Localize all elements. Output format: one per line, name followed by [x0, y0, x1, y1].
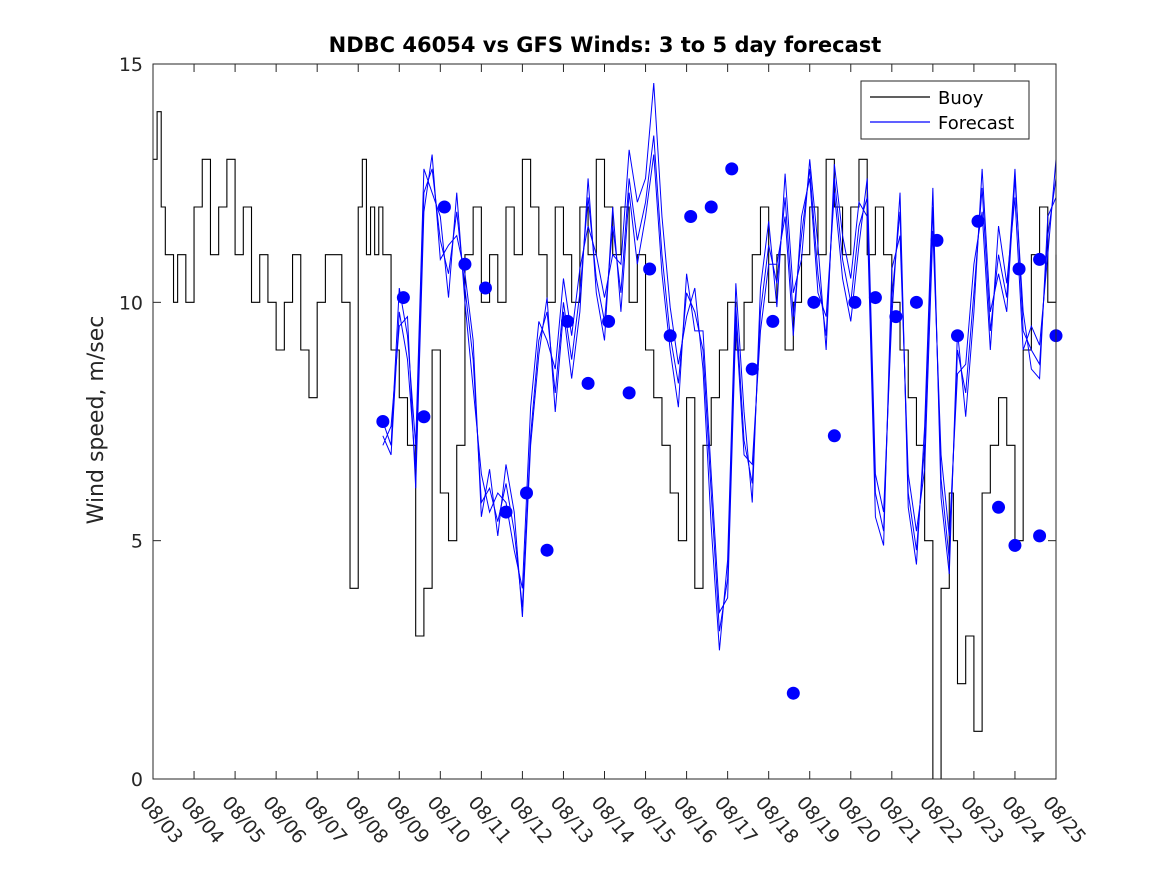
forecast-point: [602, 314, 616, 328]
forecast-point: [1033, 252, 1047, 266]
x-tick-label: 08/13: [546, 792, 598, 848]
forecast-points-group: [376, 162, 1063, 700]
forecast-line-2: [382, 83, 1057, 651]
x-tick-label: 08/03: [135, 792, 187, 848]
forecast-point: [950, 329, 964, 343]
x-tick-label: 08/16: [669, 792, 721, 848]
y-axis-label: Wind speed, m/sec: [84, 316, 109, 525]
forecast-point: [1012, 262, 1026, 276]
forecast-point: [561, 314, 575, 328]
legend-box: [860, 80, 1030, 140]
x-tick-label: 08/09: [381, 792, 433, 848]
forecast-point: [745, 362, 759, 376]
forecast-point: [786, 686, 800, 700]
x-tick-label: 08/15: [628, 792, 680, 848]
x-tick-label: 08/22: [915, 792, 967, 848]
legend: Buoy Forecast: [860, 80, 1030, 140]
forecast-point: [458, 257, 472, 271]
forecast-point: [581, 376, 595, 390]
forecast-point: [909, 295, 923, 309]
x-tick-label: 08/04: [176, 792, 228, 848]
forecast-point: [889, 310, 903, 324]
x-tick-label: 08/12: [505, 792, 557, 848]
forecast-point: [437, 200, 451, 214]
forecast-point: [478, 281, 492, 295]
forecast-point: [704, 200, 718, 214]
x-tick-label: 08/21: [874, 792, 926, 848]
forecast-point: [417, 410, 431, 424]
forecast-point: [1033, 529, 1047, 543]
x-tick-label: 08/06: [258, 792, 310, 848]
forecast-point: [663, 329, 677, 343]
y-tick-label: 10: [119, 292, 143, 314]
forecast-point: [992, 500, 1006, 514]
forecast-point: [684, 210, 698, 224]
x-tick-label: 08/08: [340, 792, 392, 848]
forecast-point: [930, 233, 944, 247]
x-tick-label: 08/07: [299, 792, 351, 848]
chart-title: NDBC 46054 vs GFS Winds: 3 to 5 day fore…: [329, 33, 882, 57]
forecast-point: [971, 214, 985, 228]
x-tick-label: 08/10: [422, 792, 474, 848]
forecast-point: [807, 295, 821, 309]
y-tick-label: 15: [119, 54, 143, 76]
forecast-point: [540, 543, 554, 557]
y-tick-label: 5: [131, 531, 143, 553]
x-tick-label: 08/05: [217, 792, 269, 848]
x-tick-label: 08/18: [751, 792, 803, 848]
forecast-series-group: [382, 83, 1057, 651]
forecast-line-3: [382, 154, 1057, 617]
legend-forecast-label: Forecast: [938, 113, 1014, 134]
forecast-point: [499, 505, 513, 519]
forecast-point: [848, 295, 862, 309]
x-tick-label: 08/23: [956, 792, 1008, 848]
x-tick-label: 08/11: [464, 792, 516, 848]
forecast-point: [868, 291, 882, 305]
forecast-point: [520, 486, 534, 500]
x-tick-label: 08/25: [1038, 792, 1090, 848]
x-tick-label: 08/17: [710, 792, 762, 848]
y-tick-label: 0: [131, 769, 143, 791]
forecast-point: [396, 291, 410, 305]
x-tick-label: 08/20: [833, 792, 885, 848]
buoy-line: [153, 111, 1057, 780]
forecast-point: [643, 262, 657, 276]
forecast-point: [622, 386, 636, 400]
x-tick-label: 08/14: [587, 792, 639, 848]
forecast-point: [1008, 538, 1022, 552]
x-tick-label: 08/19: [792, 792, 844, 848]
forecast-point: [766, 314, 780, 328]
x-tick-label: 08/24: [997, 792, 1049, 848]
forecast-point: [725, 162, 739, 176]
legend-buoy-label: Buoy: [938, 88, 984, 109]
forecast-point: [376, 415, 390, 428]
forecast-point: [827, 429, 841, 443]
buoy-series: [153, 111, 1057, 780]
